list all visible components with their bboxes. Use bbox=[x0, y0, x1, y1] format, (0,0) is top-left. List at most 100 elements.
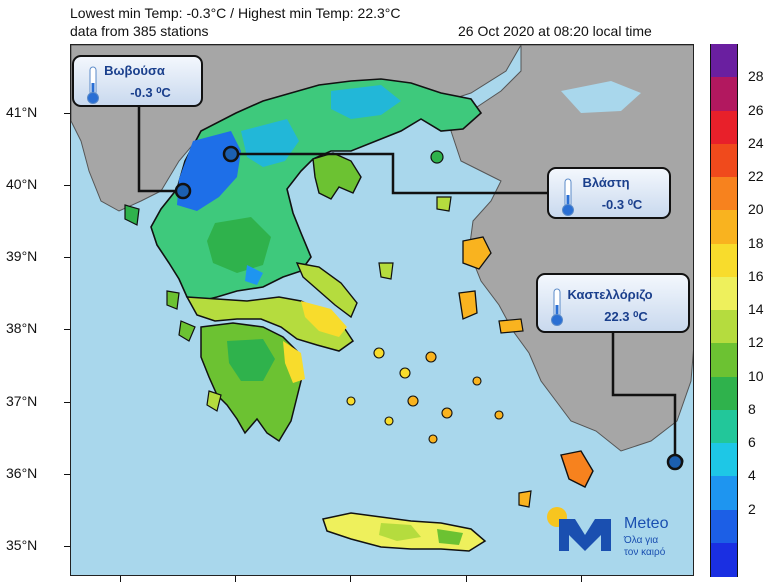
callout-station-name: Καστελλόριζο bbox=[567, 287, 653, 302]
callout-temperature: 22.3 ⁰C bbox=[604, 309, 648, 324]
colorbar-label: 26 bbox=[748, 101, 764, 118]
lat-tick bbox=[64, 402, 70, 403]
lemnos bbox=[436, 196, 452, 212]
peloponnese-interior bbox=[227, 339, 275, 381]
colorbar-label: 14 bbox=[748, 301, 764, 317]
lat-label-35: 35°N bbox=[6, 537, 38, 553]
lat-label-39: 39°N bbox=[6, 248, 38, 264]
colorbar-segment bbox=[710, 243, 738, 278]
lesvos bbox=[462, 236, 492, 270]
colorbar-label: 24 bbox=[748, 134, 764, 151]
island bbox=[494, 410, 504, 420]
station-marker-vovousa bbox=[174, 182, 192, 200]
skyros bbox=[378, 262, 394, 280]
connector-kastellorizo bbox=[611, 333, 677, 462]
meteo-logo-icon bbox=[547, 507, 611, 551]
colorbar-label: 12 bbox=[748, 334, 764, 351]
colorbar-segment bbox=[710, 177, 738, 211]
lat-tick bbox=[64, 185, 70, 186]
logo-tagline-2: τον καιρό bbox=[624, 547, 666, 558]
callout-station-name: Βωβούσα bbox=[104, 63, 165, 78]
colorbar-label: 16 bbox=[748, 267, 764, 284]
colorbar-segment bbox=[710, 44, 738, 78]
lat-tick bbox=[64, 546, 70, 547]
zakynthos bbox=[206, 390, 222, 412]
station-marker-vlasti bbox=[222, 145, 240, 163]
lat-label-38: 38°N bbox=[6, 320, 38, 336]
mild-area-thessaly bbox=[207, 217, 271, 273]
colorbar-segment bbox=[710, 542, 738, 577]
island bbox=[399, 367, 411, 379]
colorbar-segment bbox=[710, 409, 738, 444]
island bbox=[384, 416, 394, 426]
colorbar-segment bbox=[710, 443, 738, 477]
colorbar-label: 8 bbox=[748, 400, 756, 417]
thermometer-icon bbox=[87, 66, 99, 104]
island bbox=[346, 396, 356, 406]
lon-tick bbox=[120, 576, 121, 582]
lat-tick bbox=[64, 113, 70, 114]
lat-label-37: 37°N bbox=[6, 393, 38, 409]
colorbar-segment bbox=[710, 77, 738, 111]
colorbar-segment bbox=[710, 276, 738, 311]
argolida-warm bbox=[283, 341, 305, 383]
island bbox=[373, 347, 385, 359]
crete-east-interior bbox=[437, 529, 463, 545]
logo-tagline-1: Όλα για bbox=[624, 535, 659, 546]
samos bbox=[498, 318, 524, 334]
island bbox=[425, 351, 437, 363]
connector-vovousa bbox=[137, 101, 183, 193]
callout-kastellorizo: Καστελλόριζο 22.3 ⁰C bbox=[536, 273, 690, 333]
chalkidiki bbox=[312, 152, 362, 200]
peloponnese bbox=[200, 322, 304, 443]
colorbar-segment bbox=[710, 110, 738, 145]
lat-label-40: 40°N bbox=[6, 176, 38, 192]
callout-temperature: -0.3 ⁰C bbox=[601, 197, 643, 212]
colorbar-segment bbox=[710, 210, 738, 244]
colorbar-label: 2 bbox=[748, 500, 756, 517]
lat-label-36: 36°N bbox=[6, 465, 38, 481]
colorbar-segment bbox=[710, 343, 738, 377]
turkey-land bbox=[450, 45, 693, 452]
colorbar-segment bbox=[710, 310, 738, 344]
colorbar-label: 22 bbox=[748, 168, 764, 184]
kefalonia bbox=[178, 320, 196, 342]
colorbar-label: 18 bbox=[748, 234, 764, 251]
lat-label-41: 41°N bbox=[6, 104, 38, 120]
station-marker-kastellorizo bbox=[666, 453, 684, 471]
lon-tick bbox=[235, 576, 236, 582]
karpathos bbox=[518, 490, 532, 508]
colorbar-segment bbox=[710, 143, 738, 178]
thermometer-icon bbox=[562, 178, 574, 216]
cold-spot bbox=[245, 265, 263, 285]
chios bbox=[458, 290, 478, 320]
island bbox=[407, 395, 419, 407]
stations-count: data from 385 stations bbox=[70, 23, 209, 39]
min-max-temp-summary: Lowest min Temp: -0.3°C / Highest min Te… bbox=[70, 5, 401, 21]
colorbar-label: 6 bbox=[748, 434, 756, 450]
crete-interior bbox=[379, 523, 421, 541]
thasos bbox=[430, 150, 444, 164]
colorbar-segment bbox=[710, 376, 738, 411]
attica-warm bbox=[301, 301, 347, 337]
corfu bbox=[124, 204, 140, 226]
timestamp: 26 Oct 2020 at 08:20 local time bbox=[458, 23, 652, 39]
connector-vlasti bbox=[231, 152, 549, 195]
marmara-sea bbox=[561, 81, 641, 113]
colorbar-segment bbox=[710, 509, 738, 544]
callout-temperature: -0.3 ⁰C bbox=[130, 85, 171, 100]
island bbox=[472, 376, 482, 386]
thermometer-icon bbox=[551, 288, 563, 326]
lon-tick bbox=[350, 576, 351, 582]
callout-station-name: Βλάστη bbox=[582, 175, 630, 190]
lat-tick bbox=[64, 329, 70, 330]
colorbar-label: 4 bbox=[748, 467, 756, 484]
colorbar-label: 28 bbox=[748, 68, 764, 85]
lon-tick bbox=[581, 576, 582, 582]
logo-brand: Meteo bbox=[624, 515, 669, 532]
callout-vovousa: Βωβούσα -0.3 ⁰C bbox=[72, 55, 203, 107]
colorbar-label: 20 bbox=[748, 201, 764, 218]
cool-area-rhodope bbox=[331, 85, 401, 119]
lon-tick bbox=[466, 576, 467, 582]
lat-tick bbox=[64, 257, 70, 258]
